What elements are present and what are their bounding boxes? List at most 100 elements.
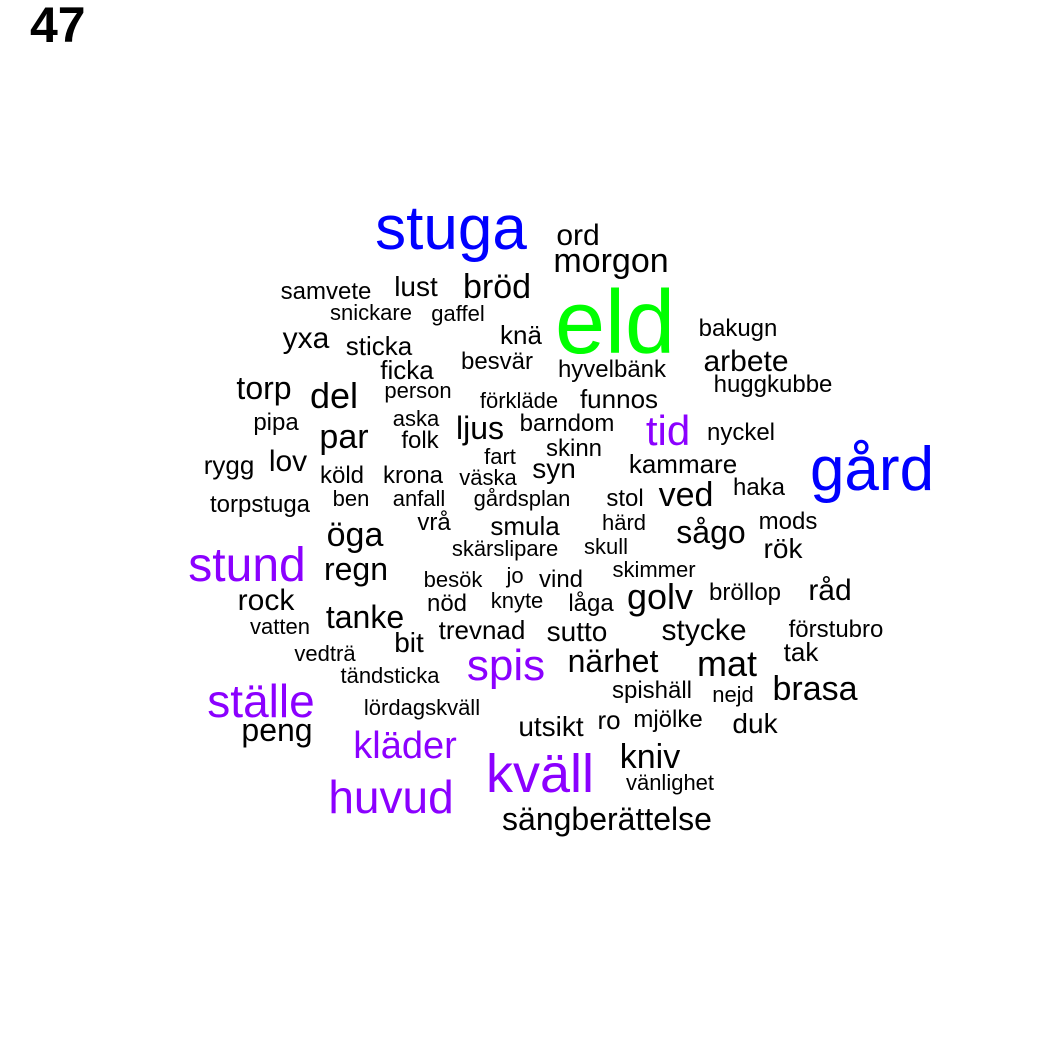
word-94: mjölke xyxy=(633,706,703,733)
word-70: rock xyxy=(237,584,295,617)
word-58: smula xyxy=(490,511,560,541)
word-32: pipa xyxy=(253,409,299,436)
word-29: person xyxy=(384,378,452,403)
word-96: utsikt xyxy=(518,711,584,742)
word-35: barndom xyxy=(519,410,615,437)
word-67: jo xyxy=(506,563,524,588)
word-85: närhet xyxy=(567,643,659,679)
word-63: skull xyxy=(583,534,629,559)
word-7: ställe xyxy=(207,675,315,727)
word-88: spishäll xyxy=(611,677,693,704)
word-16: snickare xyxy=(330,300,412,325)
word-77: vatten xyxy=(250,614,310,639)
word-45: krona xyxy=(382,462,444,489)
word-62: skärslipare xyxy=(451,536,559,561)
word-37: folk xyxy=(401,427,439,454)
word-40: rygg xyxy=(203,450,255,480)
word-5: stund xyxy=(188,539,306,592)
word-80: stycke xyxy=(661,614,747,647)
word-55: mods xyxy=(758,508,818,535)
word-31: funnos xyxy=(579,384,659,414)
word-26: huggkubbe xyxy=(713,371,833,398)
word-87: tändsticka xyxy=(340,663,440,688)
word-86: mat xyxy=(696,643,758,684)
word-50: torpstuga xyxy=(209,491,311,518)
word-46: väska xyxy=(459,465,517,490)
word-34: ljus xyxy=(455,410,505,446)
word-39: skinn xyxy=(545,435,603,462)
word-44: köld xyxy=(319,462,365,489)
word-8: spis xyxy=(466,641,546,690)
word-60: sågo xyxy=(676,514,746,550)
word-74: knyte xyxy=(490,588,544,613)
word-49: ved xyxy=(658,476,714,514)
word-79: sutto xyxy=(546,616,608,647)
word-83: vedträ xyxy=(294,641,356,666)
word-84: tak xyxy=(783,637,819,667)
word-92: peng xyxy=(241,712,313,748)
word-25: hyvelbänk xyxy=(557,356,667,383)
word-20: yxa xyxy=(282,322,330,355)
word-42: fart xyxy=(484,444,516,469)
word-21: sticka xyxy=(345,331,413,361)
word-75: låga xyxy=(568,590,614,617)
word-90: brasa xyxy=(772,670,858,708)
word-98: vänlighet xyxy=(625,770,715,795)
word-95: duk xyxy=(732,708,778,739)
word-89: nejd xyxy=(712,682,754,707)
word-22: arbete xyxy=(703,345,789,378)
word-27: torp xyxy=(236,370,292,406)
word-24: ficka xyxy=(380,355,434,385)
word-73: nöd xyxy=(426,590,468,617)
word-10: tid xyxy=(645,407,691,454)
word-48: haka xyxy=(732,474,786,501)
word-99: sängberättelse xyxy=(502,801,712,837)
word-18: knä xyxy=(500,320,542,350)
word-17: gaffel xyxy=(431,301,485,326)
word-66: besök xyxy=(423,567,483,592)
word-43: kammare xyxy=(628,449,738,479)
word-61: rök xyxy=(763,533,803,564)
word-14: lust xyxy=(394,271,438,302)
word-65: skimmer xyxy=(612,557,696,582)
word-56: öga xyxy=(326,516,384,554)
word-2: stuga xyxy=(375,194,527,263)
word-6: huvud xyxy=(328,771,454,823)
word-57: vrå xyxy=(417,509,451,536)
word-51: ben xyxy=(332,486,370,511)
word-47: syn xyxy=(532,453,576,484)
page-number: 47 xyxy=(30,0,86,53)
word-69: råd xyxy=(808,574,852,607)
word-15: samvete xyxy=(280,278,372,305)
word-19: bakugn xyxy=(698,315,778,342)
word-91: lördagskväll xyxy=(363,695,481,720)
word-30: förkläde xyxy=(479,388,559,413)
word-23: besvär xyxy=(460,348,534,375)
word-59: härd xyxy=(601,510,647,535)
word-76: tanke xyxy=(325,599,405,635)
word-4: kväll xyxy=(485,744,595,804)
word-93: ro xyxy=(597,705,621,735)
word-68: vind xyxy=(538,566,584,593)
word-53: gårdsplan xyxy=(473,486,571,511)
word-97: kniv xyxy=(619,738,681,776)
word-71: golv xyxy=(626,576,694,617)
word-28: del xyxy=(309,375,359,416)
word-64: regn xyxy=(323,551,389,587)
word-13: bröd xyxy=(462,268,532,306)
word-52: anfall xyxy=(392,486,446,511)
word-38: nyckel xyxy=(706,419,776,446)
word-36: par xyxy=(319,418,369,456)
word-72: bröllop xyxy=(708,579,782,606)
word-3: gård xyxy=(809,435,935,504)
word-78: trevnad xyxy=(438,615,526,645)
word-11: ord xyxy=(556,219,600,252)
word-12: morgon xyxy=(553,242,669,280)
word-33: aska xyxy=(392,406,440,431)
word-9: kläder xyxy=(353,725,457,767)
word-41: lov xyxy=(268,445,308,478)
word-54: stol xyxy=(606,485,644,512)
word-1: eld xyxy=(554,273,676,373)
word-81: förstubro xyxy=(788,616,884,643)
